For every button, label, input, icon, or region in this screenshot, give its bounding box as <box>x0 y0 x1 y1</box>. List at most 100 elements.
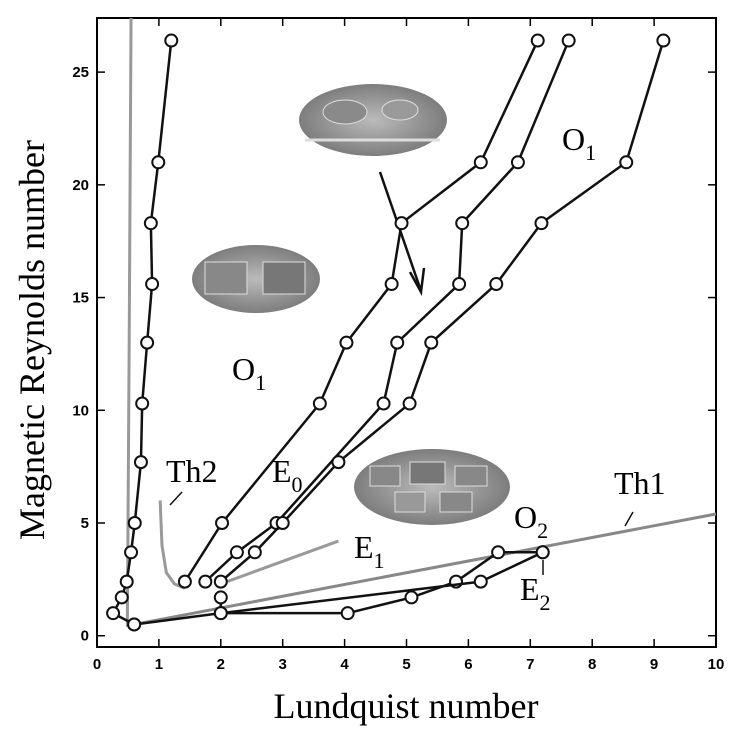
data-line <box>219 551 544 615</box>
marker <box>114 590 129 605</box>
marker <box>106 606 121 621</box>
marker <box>491 545 506 560</box>
marker <box>489 277 504 292</box>
y-axis-label: Magnetic Reynolds number <box>12 140 52 540</box>
y-tick-label: 0 <box>81 628 89 645</box>
y-tick-label: 20 <box>72 177 89 194</box>
marker <box>535 545 550 560</box>
x-tick-label: 1 <box>155 656 163 673</box>
marker <box>140 335 155 350</box>
x-tick-label: 7 <box>526 656 534 673</box>
data-line <box>183 40 539 583</box>
x-tick-label: 9 <box>650 656 658 673</box>
marker <box>376 396 391 411</box>
annotation: E1 <box>354 529 385 573</box>
marker <box>119 574 134 589</box>
x-axis-label: Lundquist number <box>274 686 539 726</box>
x-tick-label: 0 <box>93 656 101 673</box>
marker <box>656 33 671 48</box>
pointer <box>169 491 183 506</box>
marker <box>534 216 549 231</box>
y-tick-label: 10 <box>72 402 89 419</box>
theory-curve <box>125 17 133 627</box>
annotation-text: E <box>272 453 292 489</box>
theory-curve <box>133 512 717 626</box>
marker <box>229 545 244 560</box>
annotation-subscript: 0 <box>292 472 303 497</box>
marker <box>530 33 545 48</box>
x-tick-label: 8 <box>588 656 596 673</box>
pointer <box>624 511 634 527</box>
annotation: O2 <box>514 499 548 543</box>
marker <box>213 590 228 605</box>
marker <box>455 216 470 231</box>
marker <box>340 606 355 621</box>
marker <box>151 155 166 170</box>
marker <box>402 396 417 411</box>
marker <box>198 574 213 589</box>
annotation: E2 <box>520 571 551 615</box>
annotation-text: Th1 <box>614 465 666 501</box>
theory-curve <box>220 539 339 586</box>
marker <box>133 455 148 470</box>
marker <box>177 574 192 589</box>
x-tick-label: 2 <box>217 656 225 673</box>
annotation-subscript: 1 <box>255 370 266 395</box>
x-tick-label: 6 <box>464 656 472 673</box>
annotation-subscript: 1 <box>374 548 385 573</box>
annotation-text: Th2 <box>166 453 218 489</box>
theory-curve <box>158 500 186 590</box>
marker <box>331 455 346 470</box>
annotation-text: E <box>520 571 540 607</box>
marker <box>215 516 230 531</box>
field-pattern-bottom <box>354 449 510 525</box>
marker <box>143 216 158 231</box>
marker <box>619 155 634 170</box>
marker <box>164 33 179 48</box>
field-pattern-middle <box>192 245 320 313</box>
x-tick-label: 3 <box>279 656 287 673</box>
marker <box>384 277 399 292</box>
annotation-text: O <box>514 499 537 535</box>
marker <box>424 335 439 350</box>
x-tick-label: 4 <box>340 656 349 673</box>
marker <box>312 396 327 411</box>
marker <box>124 545 139 560</box>
annotation-subscript: 2 <box>537 518 548 543</box>
marker <box>213 574 228 589</box>
marker <box>561 33 576 48</box>
x-tick-label: 10 <box>708 656 725 673</box>
annotation-text: O <box>232 351 255 387</box>
marker <box>127 516 142 531</box>
annotation-subscript: 1 <box>585 140 596 165</box>
marker <box>247 545 262 560</box>
annotation: Th1 <box>614 465 666 501</box>
field-pattern-top <box>299 84 447 156</box>
y-tick-label: 25 <box>72 64 89 81</box>
marker <box>473 155 488 170</box>
marker <box>473 574 488 589</box>
marker <box>452 277 467 292</box>
marker <box>510 155 525 170</box>
marker <box>339 335 354 350</box>
annotation-text: O <box>562 121 585 157</box>
marker <box>127 617 142 632</box>
marker <box>145 277 160 292</box>
marker <box>404 590 419 605</box>
marker <box>213 606 228 621</box>
marker <box>390 335 405 350</box>
data-line <box>219 40 665 583</box>
marker <box>135 396 150 411</box>
annotation: Th2 <box>166 453 218 489</box>
y-tick-label: 5 <box>81 515 89 532</box>
marker <box>275 516 290 531</box>
marker <box>394 216 409 231</box>
annotation-subscript: 2 <box>540 590 551 615</box>
x-tick-label: 5 <box>402 656 410 673</box>
annotation: E0 <box>272 453 303 497</box>
annotation-text: E <box>354 529 374 565</box>
annotation: O1 <box>232 351 266 395</box>
annotation: O1 <box>562 121 596 165</box>
arrow <box>378 171 426 296</box>
